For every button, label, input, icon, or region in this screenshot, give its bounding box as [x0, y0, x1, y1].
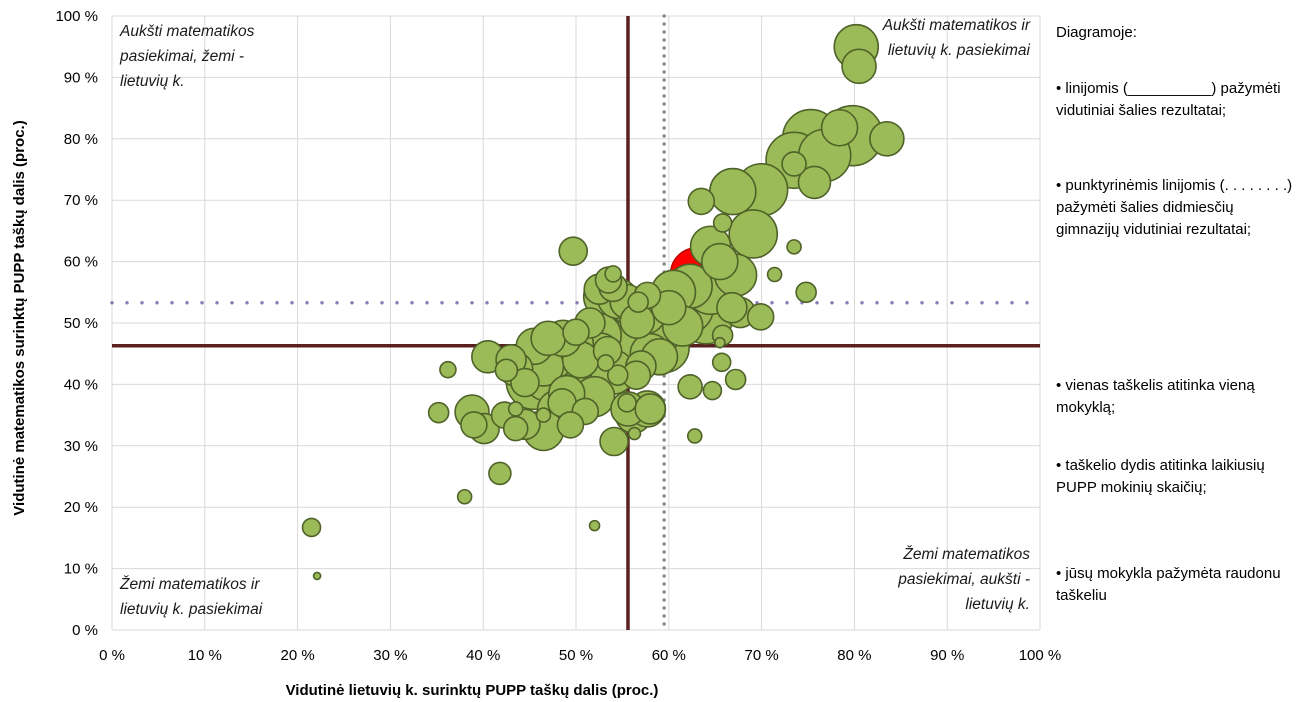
school-bubble [460, 411, 488, 439]
y-tick-label: 50 % [64, 315, 98, 332]
x-tick-label: 20 % [280, 647, 314, 664]
quadrant-labels: Aukšti matematikos pasiekimai, žemi - liet… [119, 17, 1031, 618]
school-bubble [502, 415, 529, 442]
x-tick-label: 80 % [837, 647, 871, 664]
school-bubble [746, 303, 775, 331]
y-axis-title: Vidutinė matematikos surinktų PUPP taškų… [11, 120, 28, 515]
quadrant-label-line: pasiekimai, aukšti - [897, 571, 1030, 588]
school-bubble [588, 519, 601, 532]
school-bubble [596, 354, 615, 372]
x-tick-label: 50 % [559, 647, 593, 664]
school-bubble [488, 461, 512, 486]
school-bubble [606, 364, 629, 386]
legend-note-city-lines: • punktyrinėmis linijomis (. . . . . . .… [1056, 177, 1293, 238]
y-tick-label: 100 % [55, 8, 98, 25]
school-bubble [677, 374, 703, 400]
x-tick-label: 100 % [1019, 647, 1062, 664]
school-bubble [599, 426, 629, 457]
y-tick-label: 90 % [64, 69, 98, 86]
quadrant-label-line: lietuvių k. [120, 73, 185, 90]
school-bubble [766, 266, 783, 283]
school-bubble [709, 167, 757, 216]
school-bubble [439, 360, 457, 379]
quadrant-label-line: Žemi matematikos ir [119, 576, 260, 593]
legend-note-national-lines: • linijomis (__________) pažymėti viduti… [1056, 80, 1281, 119]
school-bubble [634, 393, 667, 425]
y-tick-label: 60 % [64, 254, 98, 271]
quadrant-label-line: lietuvių k. pasiekimai [888, 42, 1031, 59]
school-bubble [627, 426, 642, 441]
school-bubble [617, 393, 637, 413]
school-bubble [724, 368, 747, 391]
school-bubble [627, 291, 649, 313]
quadrant-label-line: pasiekimai, žemi - [119, 48, 244, 65]
school-bubble [494, 358, 519, 383]
school-bubble [686, 428, 703, 444]
x-tick-label: 30 % [373, 647, 407, 664]
legend-note-dot-size: • taškelio dydis atitinka laikiusių PUPP… [1056, 457, 1265, 496]
quadrant-label-line: lietuvių k. [965, 596, 1030, 613]
school-bubble [702, 380, 723, 401]
school-bubble [786, 239, 802, 255]
school-bubble [301, 517, 322, 538]
school-bubble [841, 48, 877, 85]
y-tick-label: 80 % [64, 131, 98, 148]
school-bubble [869, 121, 905, 157]
y-tick-label: 10 % [64, 561, 98, 578]
quadrant-label-line: Aukšti matematikos [119, 23, 255, 40]
x-tick-label: 0 % [99, 647, 125, 664]
school-bubble [795, 281, 817, 304]
school-bubble [701, 242, 739, 281]
school-bubble [558, 236, 589, 266]
school-bubble [820, 108, 859, 147]
school-bubble [716, 291, 748, 324]
school-bubble [604, 265, 622, 283]
legend-heading: Diagramoje: [1056, 24, 1137, 41]
school-bubble [687, 187, 716, 216]
y-tick-label: 40 % [64, 376, 98, 393]
y-tick-label: 70 % [64, 192, 98, 209]
y-tick-label: 0 % [72, 622, 98, 639]
school-bubble [797, 165, 832, 200]
school-bubble [556, 411, 585, 439]
quadrant-label-line: Aukšti matematikos ir [882, 17, 1031, 34]
quadrant-label-line: Žemi matematikos [902, 546, 1030, 563]
y-tick-label: 30 % [64, 438, 98, 455]
x-axis-title: Vidutinė lietuvių k. surinktų PUPP taškų… [286, 682, 659, 699]
school-bubble [507, 401, 524, 417]
school-bubble [530, 320, 566, 357]
school-bubble [714, 336, 726, 349]
school-bubble [510, 367, 540, 398]
school-bubble [712, 213, 733, 233]
school-bubble [728, 209, 779, 259]
legend-note-your-school: • jūsų mokykla pažymėta raudonu taškeliu [1056, 565, 1281, 604]
x-tick-label: 60 % [652, 647, 686, 664]
x-tick-label: 70 % [744, 647, 778, 664]
x-tick-label: 10 % [188, 647, 222, 664]
school-bubble [711, 352, 732, 373]
school-bubble [562, 318, 590, 347]
y-tick-label: 20 % [64, 499, 98, 516]
quadrant-label-line: lietuvių k. pasiekimai [120, 601, 263, 618]
school-bubble [427, 401, 450, 424]
axis-ticks: 0 % 10 % 20 % 30 % 40 % 50 % 60 % 70 % 80 % 90 % 1… [55, 8, 1061, 664]
school-bubble [535, 407, 552, 423]
x-tick-label: 40 % [466, 647, 500, 664]
school-bubbles [301, 23, 905, 581]
school-bubble [312, 571, 322, 581]
school-bubble [456, 488, 473, 505]
school-bubble [781, 151, 807, 177]
x-tick-label: 90 % [930, 647, 964, 664]
legend-note-one-dot: • vienas taškelis atitinka vieną mokyklą… [1056, 377, 1255, 416]
